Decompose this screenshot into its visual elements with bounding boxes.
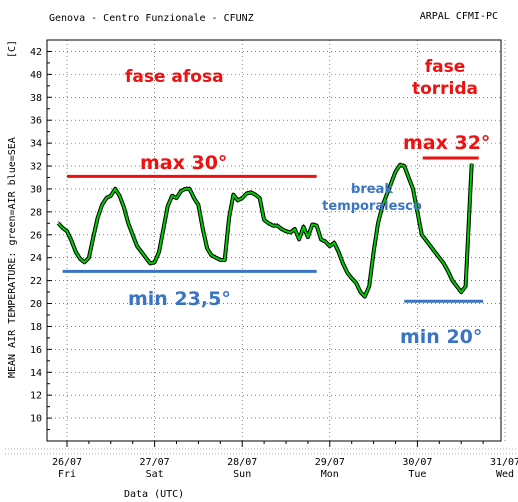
- series-line: [57, 163, 473, 298]
- annotation-min-20: min 20°: [400, 326, 482, 348]
- x-tick-day-label: Wed: [496, 469, 514, 480]
- annotation-break: break: [351, 182, 393, 197]
- x-tick-date-label: 31/07: [490, 457, 518, 468]
- y-tick-label: 42: [30, 47, 42, 58]
- y-tick-label: 12: [30, 391, 42, 402]
- header-station-title: Genova - Centro Funzionale - CFUNZ: [49, 13, 254, 24]
- x-tick-date-label: 28/07: [227, 457, 257, 468]
- x-tick-date-label: 26/07: [52, 457, 82, 468]
- y-tick-label: 20: [30, 299, 42, 310]
- y-tick-label: 32: [30, 162, 42, 173]
- series-layer: [56, 161, 474, 299]
- y-tick-label: 14: [30, 368, 42, 379]
- reference-lines: [62, 156, 484, 303]
- y-tick-label: 18: [30, 322, 42, 333]
- annotation-temporalesco: temporalesco: [322, 199, 422, 214]
- y-tick-label: 30: [30, 184, 42, 195]
- annotation-min-23-5: min 23,5°: [128, 288, 231, 310]
- annotation-fase: fase: [425, 57, 466, 77]
- x-tick-date-label: 30/07: [402, 457, 432, 468]
- plot-frame: [46, 39, 502, 442]
- y-tick-label: 38: [30, 93, 42, 104]
- annotation-fase-afosa: fase afosa: [125, 67, 224, 87]
- header-agency-label: ARPAL CFMI-PC: [420, 11, 498, 22]
- x-tick-day-label: Sat: [146, 469, 164, 480]
- y-axis-unit: [C]: [7, 40, 18, 58]
- y-tick-label: 22: [30, 276, 42, 287]
- y-tick-label: 26: [30, 230, 42, 241]
- y-tick-label: 10: [30, 414, 42, 425]
- series-outline: [56, 162, 474, 299]
- y-tick-label: 40: [30, 70, 42, 81]
- y-tick-label: 28: [30, 207, 42, 218]
- x-tick-date-label: 27/07: [140, 457, 170, 468]
- annotation-max-32: max 32°: [403, 132, 490, 154]
- y-tick-label: 16: [30, 345, 42, 356]
- x-tick-day-label: Tue: [408, 469, 426, 480]
- y-tick-label: 24: [30, 253, 42, 264]
- x-tick-day-label: Sun: [233, 469, 251, 480]
- x-axis-label: Data (UTC): [124, 489, 184, 500]
- annotation-max-30: max 30°: [140, 152, 227, 174]
- y-tick-label: 36: [30, 116, 42, 127]
- x-tick-date-label: 29/07: [315, 457, 345, 468]
- gridlines: [47, 40, 506, 442]
- x-tick-day-label: Mon: [321, 469, 339, 480]
- x-tick-day-label: Fri: [58, 469, 76, 480]
- y-axis-label: MEAN AIR TEMPERATURE: green=AIR blue=SEA: [7, 137, 18, 378]
- annotation-torrida: torrida: [412, 79, 478, 99]
- y-tick-label: 34: [30, 139, 42, 150]
- y-axis-ticks: 10 12 14 16 18 20 22 24 26 28 30 32 34 36 38 40 42: [30, 39, 52, 442]
